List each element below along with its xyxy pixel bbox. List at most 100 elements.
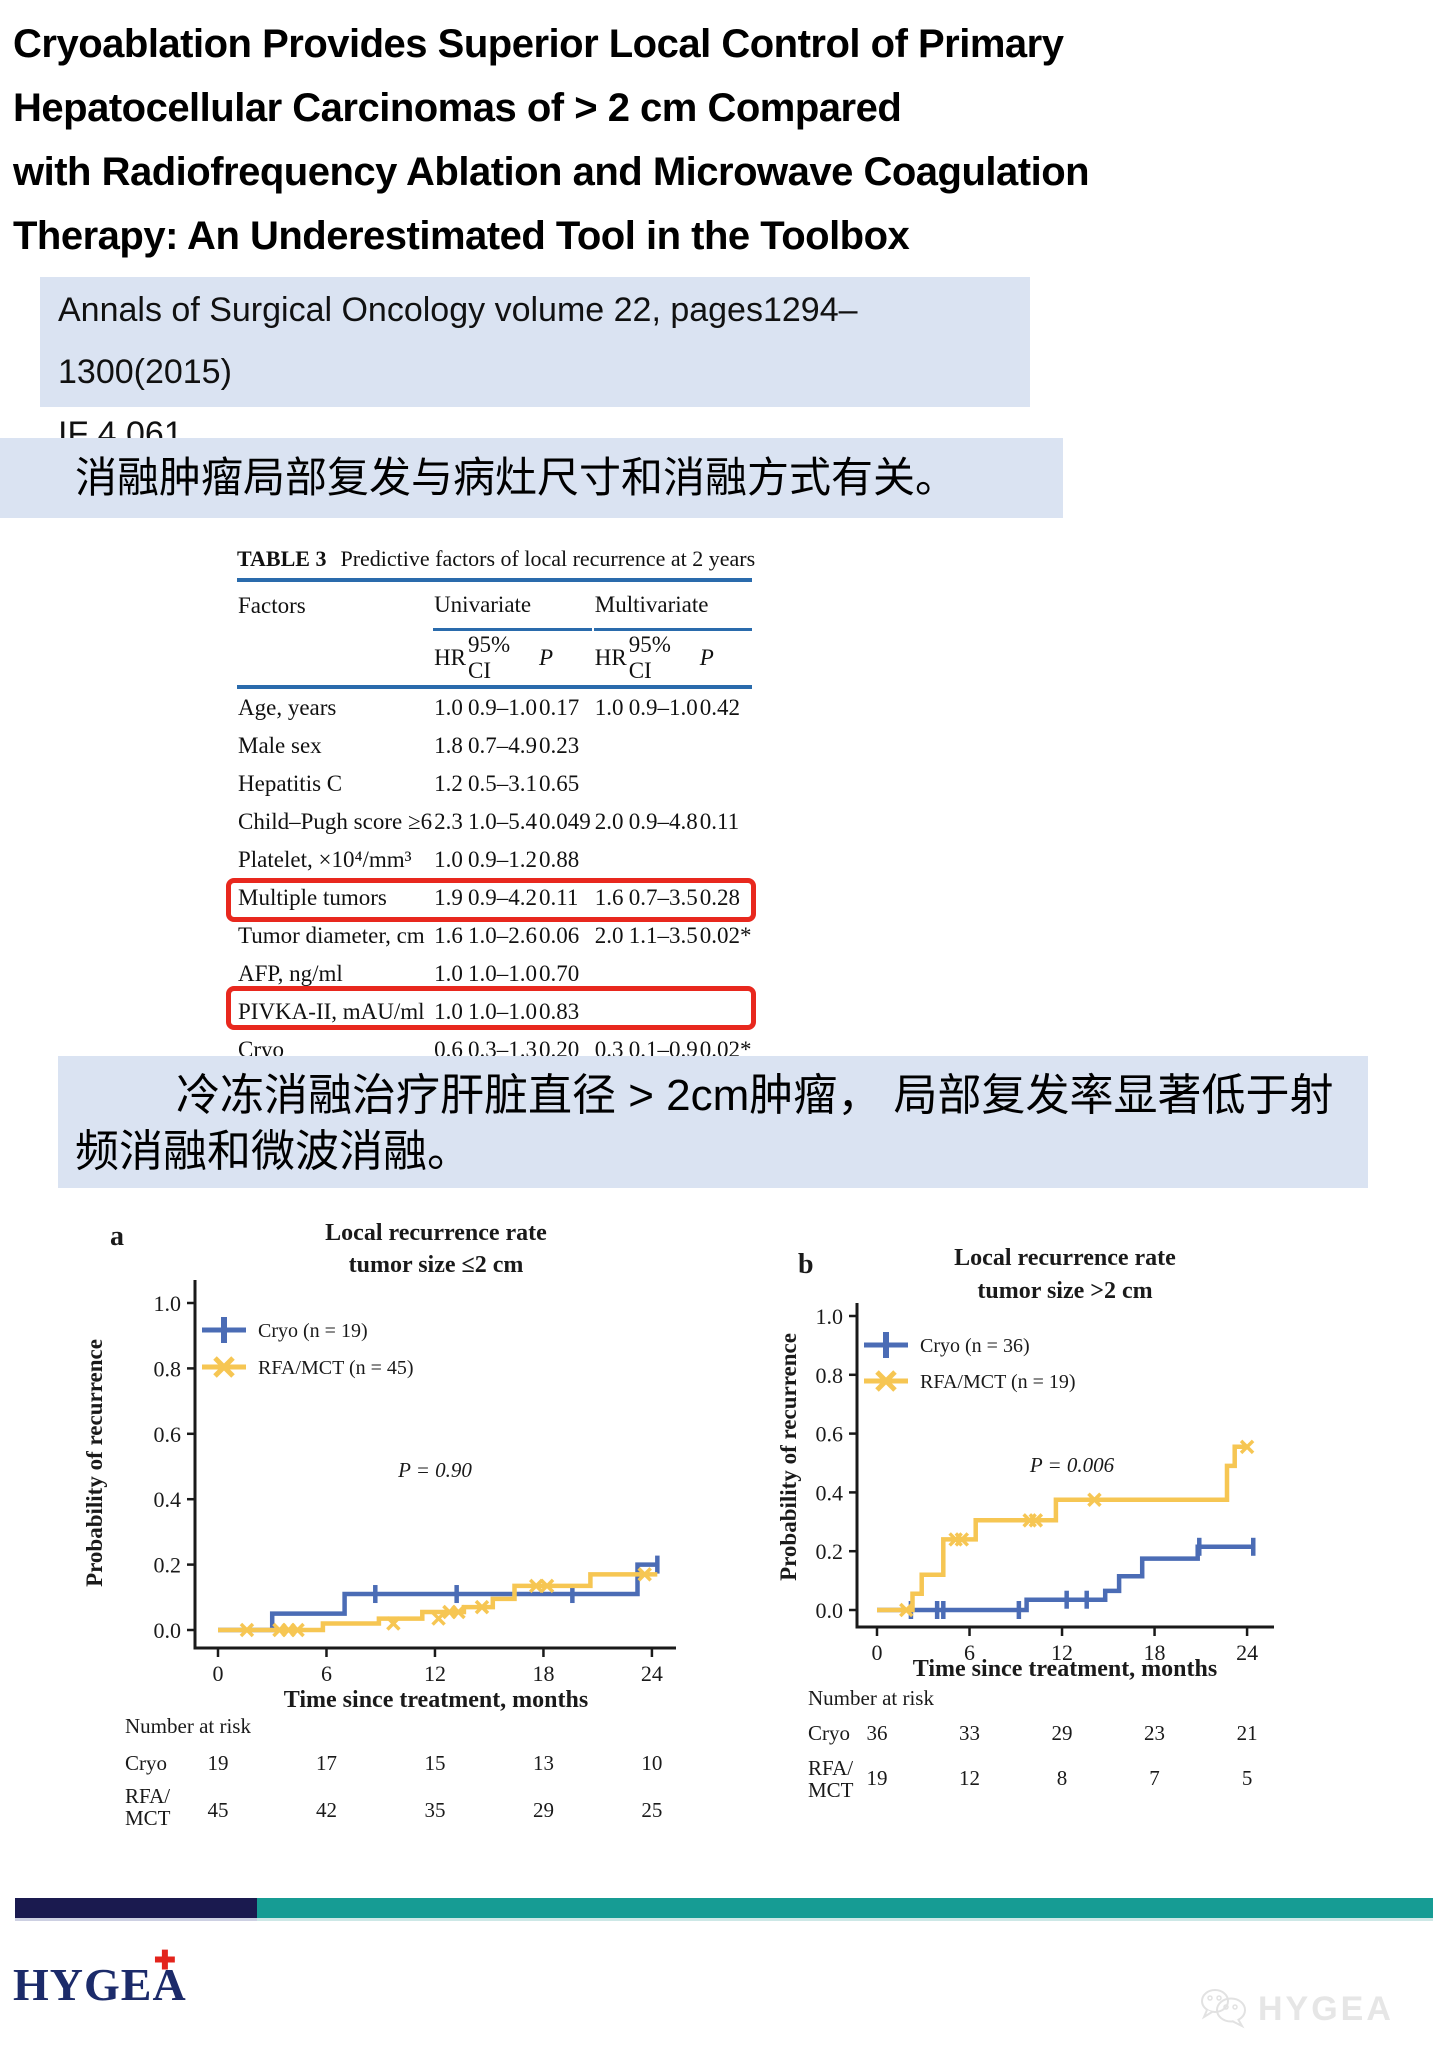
km-chart-a: a Local recurrence rate tumor size ≤2 cm 1.… [82, 1220, 676, 1830]
y-tick-label: 0.8 [154, 1356, 182, 1381]
number-at-risk-value: 29 [533, 1798, 554, 1822]
table-cell-value: 1.8 [434, 733, 463, 758]
number-at-risk-row-label: Cryo [808, 1721, 850, 1745]
table3-subheader-ci-multi: 95% CI [627, 629, 699, 689]
number-at-risk-value: 36 [867, 1721, 888, 1745]
p-value: P = 0.006 [1029, 1453, 1115, 1477]
table-cell-value: 1.0–2.6 [468, 923, 538, 948]
table-cell-value: 0.83 [539, 999, 580, 1024]
y-tick-label: 0.2 [154, 1553, 182, 1578]
red-highlight-box-tumor-diameter [226, 878, 756, 922]
table-cell-value: 1.2 [434, 771, 463, 796]
table-cell-value: 0.7–4.9 [468, 733, 538, 758]
table-cell-value [594, 841, 628, 879]
hygea-logo: HYGEA ✚ [13, 1946, 187, 2011]
chart-subtitle: tumor size >2 cm [977, 1278, 1152, 1304]
table-cell-factor: Child–Pugh score ≥6 [238, 809, 433, 834]
legend-label: RFA/MCT (n = 19) [920, 1371, 1076, 1393]
table3-caption-label: TABLE 3 [237, 546, 327, 571]
table-cell-value: 0.9–1.2 [468, 847, 538, 872]
red-highlight-box-cryo [226, 986, 756, 1030]
x-tick-label: 0 [872, 1640, 883, 1665]
table3-subheader-p-uni: P [538, 629, 592, 689]
table3-header-factors: Factors [238, 592, 306, 618]
table-cell-factor: Tumor diameter, cm [238, 923, 425, 948]
y-tick-label: 0.0 [154, 1618, 182, 1643]
number-at-risk-value: 13 [533, 1751, 554, 1775]
table-cell-value [628, 765, 699, 803]
table-cell-value [699, 841, 753, 879]
y-tick-label: 0.4 [816, 1480, 844, 1505]
table-row: Male sex 1.8 0.7–4.9 0.23 [237, 727, 752, 765]
chart-subtitle: tumor size ≤2 cm [349, 1252, 524, 1278]
censor-mark [290, 1622, 305, 1638]
table3-header-univariate: Univariate [433, 580, 592, 631]
table-cell-value: 2.0 [594, 923, 624, 948]
title-line-2: Hepatocellular Carcinomas of > 2 cm Comp… [13, 86, 902, 130]
y-tick-label: 1.0 [816, 1304, 844, 1329]
number-at-risk-row-label: MCT [808, 1778, 854, 1802]
table-cell-value: 1.0–5.4 [468, 809, 538, 834]
censor-mark [451, 1604, 466, 1620]
y-tick-label: 0.8 [816, 1363, 844, 1388]
table-cell-value [594, 727, 628, 765]
table-cell-value: 0.11 [699, 809, 740, 834]
censor-mark [528, 1578, 544, 1594]
citation-box: Annals of Surgical Oncology volume 22, p… [40, 277, 1030, 453]
legend-x-marker [875, 1370, 897, 1392]
table-cell-value: 1.0 [434, 695, 463, 720]
table-cell-value [699, 765, 753, 803]
table-cell-value: 0.9–1.0 [468, 695, 538, 720]
censor-mark [637, 1567, 652, 1582]
number-at-risk-value: 19 [208, 1751, 229, 1775]
table-cell-factor: Male sex [238, 733, 322, 758]
x-tick-label: 24 [641, 1661, 663, 1686]
table-row: PIVKA-II, mAU/ml 1.0 1.0–1.0 0.83 [237, 993, 752, 1031]
table-row: Hepatitis C 1.2 0.5–3.1 0.65 [237, 765, 752, 803]
hygea-logo-cross-icon: ✚ [154, 1946, 176, 1975]
table3-caption-text: Predictive factors of local recurrence a… [340, 546, 756, 571]
table-cell-value: 0.70 [539, 961, 580, 986]
table3-subheader-p-multi: P [698, 629, 753, 689]
x-tick-label: 12 [1051, 1640, 1073, 1665]
table-cell-value: 0.9–4.2 [468, 885, 538, 910]
highlight-statement-1: 消融肿瘤局部复发与病灶尺寸和消融方式有关。 [0, 438, 1063, 518]
number-at-risk-value: 45 [208, 1798, 229, 1822]
y-tick-label: 1.0 [154, 1291, 182, 1316]
x-axis-label: Time since treatment, months [913, 1656, 1217, 1682]
hygea-logo-text: HYGEA [13, 1959, 187, 2010]
number-at-risk-value: 33 [959, 1721, 980, 1745]
x-tick-label: 6 [321, 1661, 332, 1686]
footer-bar-navy [15, 1898, 257, 1921]
number-at-risk-value: 8 [1057, 1766, 1068, 1790]
table-row: AFP, ng/ml 1.0 1.0–1.0 0.70 [237, 955, 752, 993]
km-series-line [877, 1444, 1248, 1613]
number-at-risk-value: 29 [1052, 1721, 1073, 1745]
table-cell-value: 0.5–3.1 [468, 771, 538, 796]
chart-title: Local recurrence rate [325, 1220, 547, 1246]
number-at-risk-value: 42 [316, 1798, 337, 1822]
title-line-1: Cryoablation Provides Superior Local Con… [13, 22, 1064, 66]
wechat-bubbles-icon [1201, 1989, 1246, 2029]
table-cell-value: 0.42 [699, 695, 740, 720]
table-cell-value: 2.0 [594, 809, 624, 834]
table-cell-value: 0.23 [539, 733, 580, 758]
table3-header-multivariate: Multivariate [593, 580, 753, 631]
table-cell-value: 0.9–1.0 [628, 695, 698, 720]
title-line-3: with Radiofrequency Ablation and Microwa… [13, 150, 1090, 194]
km-series-line [877, 1544, 1254, 1613]
table-cell-value [699, 727, 753, 765]
highlight-statement-2: 冷冻消融治疗肝脏直径 > 2cm肿瘤， 局部复发率显著低于射 频消融和微波消融。 [58, 1056, 1368, 1188]
table-cell-value: 0.88 [539, 847, 580, 872]
y-tick-label: 0.4 [154, 1487, 182, 1512]
citation-journal: Annals of Surgical Oncology volume 22, p… [58, 291, 858, 391]
table-cell-value [594, 765, 628, 803]
y-tick-label: 0.0 [816, 1598, 844, 1623]
highlight-statement-2-line2: 频消融和微波消融。 [75, 1127, 471, 1176]
table-cell-factor: AFP, ng/ml [238, 961, 343, 986]
number-at-risk-value: 19 [867, 1766, 888, 1790]
y-axis-label: Probability of recurrence [82, 1339, 107, 1587]
table-cell-value: 1.0–1.0 [468, 961, 538, 986]
number-at-risk-value: 5 [1242, 1766, 1253, 1790]
